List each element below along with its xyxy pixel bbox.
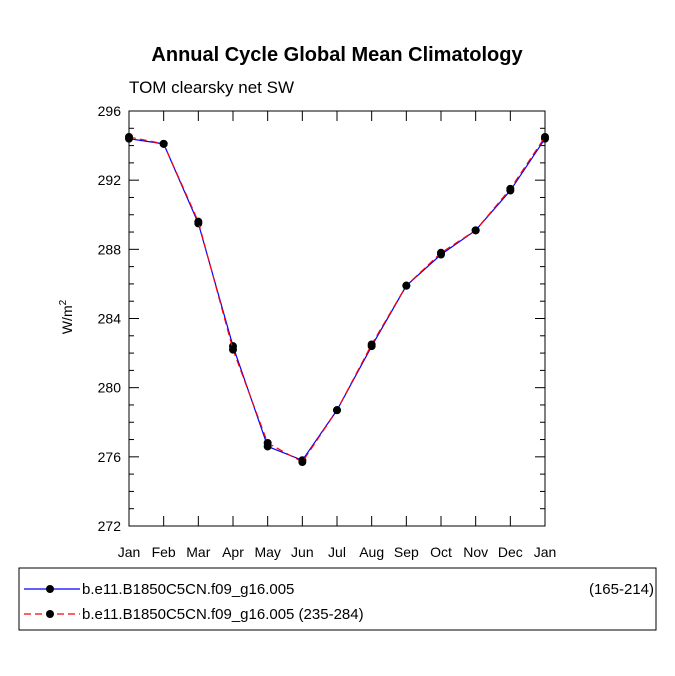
series-2-point — [471, 226, 480, 235]
legend-label-2: b.e11.B1850C5CN.f09_g16.005 (235-284) — [82, 606, 364, 623]
legend-marker-1 — [46, 585, 54, 593]
series-2-point — [367, 340, 376, 349]
y-tick-label: 276 — [98, 449, 122, 465]
x-tick-label: Mar — [186, 544, 210, 560]
x-tick-label: Jan — [534, 544, 557, 560]
x-tick-label: Nov — [463, 544, 488, 560]
x-tick-label: Jan — [118, 544, 141, 560]
y-tick-label: 288 — [98, 241, 122, 257]
y-tick-label: 296 — [98, 103, 122, 119]
series-2-point — [333, 406, 341, 415]
y-tick-label: 280 — [98, 380, 122, 396]
y-axis-label-group: W/m2 — [58, 299, 75, 334]
y-tick-label: 272 — [98, 518, 122, 534]
series-2-point — [263, 439, 272, 447]
chart-subtitle: TOM clearsky net SW — [129, 78, 294, 97]
y-axis-label-text: W/m — [59, 305, 75, 334]
series-2-point — [506, 184, 515, 193]
x-tick-label: Jun — [291, 544, 314, 560]
series-2-point — [298, 458, 307, 467]
legend: b.e11.B1850C5CN.f09_g16.005 (165-214) b.e1… — [18, 567, 657, 631]
series-layer — [125, 132, 549, 467]
series-2-point — [194, 217, 203, 226]
y-axis-label-superscript: 2 — [58, 299, 69, 305]
legend-label-1: b.e11.B1850C5CN.f09_g16.005 — [82, 581, 294, 598]
x-tick-label: Apr — [222, 544, 244, 560]
legend-period-1: (165-214) — [589, 581, 654, 598]
y-tick-label: 284 — [98, 311, 122, 327]
x-tick-label: Feb — [152, 544, 176, 560]
legend-marker-2 — [46, 610, 54, 618]
x-tick-label: Dec — [498, 544, 523, 560]
x-tick-label: Oct — [430, 544, 452, 560]
plot-frame — [128, 110, 546, 527]
y-tick-label: 292 — [98, 172, 122, 188]
x-tick-label: Aug — [359, 544, 384, 560]
y-axis-label: W/m2 — [58, 299, 75, 334]
series-2-point — [229, 345, 237, 354]
legend-frame — [18, 567, 657, 631]
chart-title: Annual Cycle Global Mean Climatology — [151, 44, 523, 66]
series-2-point — [402, 281, 411, 290]
series-2-point — [437, 248, 445, 257]
x-tick-label: Jul — [328, 544, 346, 560]
series-2-point — [159, 139, 168, 148]
x-tick-label: Sep — [394, 544, 419, 560]
x-tick-label: May — [254, 544, 280, 560]
axis-ticks: 272 276 280 284 288 292 296 Jan Feb Mar Apr May Jun J… — [98, 103, 557, 560]
